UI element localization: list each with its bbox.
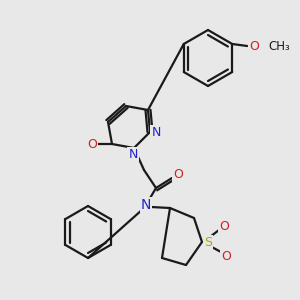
Text: O: O [221,250,231,262]
Text: S: S [204,236,212,248]
Text: N: N [151,125,161,139]
Text: CH₃: CH₃ [268,40,290,52]
Text: O: O [87,137,97,151]
Text: O: O [249,40,259,52]
Text: O: O [173,167,183,181]
Text: N: N [141,198,151,212]
Text: N: N [128,148,138,160]
Text: O: O [219,220,229,232]
